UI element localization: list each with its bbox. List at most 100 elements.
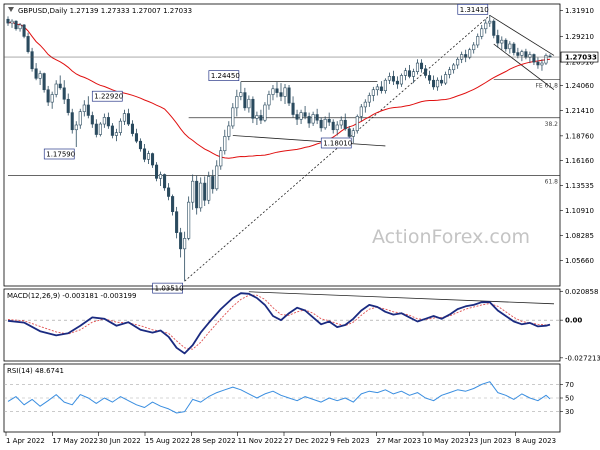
candle-down — [171, 196, 175, 212]
rsi-tick-label: 50 — [565, 395, 574, 403]
candle-down — [26, 36, 30, 52]
trend-support-line — [184, 15, 491, 282]
candle-up — [351, 130, 355, 137]
candle-down — [175, 211, 179, 233]
date-tick-label: 28 Sep 2022 — [191, 437, 235, 445]
candle-up — [323, 118, 327, 129]
peak-label: 1.18010 — [323, 139, 352, 147]
candle-up — [468, 49, 472, 58]
peak-label-box — [208, 70, 240, 81]
candle-up — [476, 36, 480, 46]
candle-down — [46, 89, 50, 103]
candle-up — [118, 120, 122, 133]
candle-down — [62, 87, 66, 100]
candle-down — [142, 148, 147, 160]
candle-up — [187, 201, 191, 239]
candle-up — [444, 74, 448, 84]
candle-up — [98, 123, 102, 135]
candle-down — [295, 114, 299, 120]
candle-down — [110, 125, 114, 136]
date-tick-label: 23 Jun 2023 — [469, 437, 511, 445]
candle-up — [283, 87, 287, 97]
candle-up — [375, 86, 379, 91]
candle-up — [82, 104, 86, 112]
candle-up — [411, 71, 416, 77]
candle-up — [199, 182, 203, 209]
candle-up — [540, 62, 544, 66]
candle-down — [167, 187, 171, 197]
candle-up — [146, 153, 151, 160]
candle-down — [331, 121, 335, 131]
candle-up — [38, 73, 42, 79]
peak-label-box — [320, 137, 352, 149]
candle-up — [355, 116, 359, 132]
candle-down — [66, 98, 70, 113]
pane-collapse-icon — [8, 7, 14, 12]
candle-down — [532, 54, 536, 63]
peak-label: 1.31410 — [460, 6, 489, 14]
price-tick-label: 1.05660 — [565, 257, 594, 265]
candle-down — [536, 61, 540, 66]
peak-label: 1.24450 — [211, 72, 240, 80]
candle-down — [30, 51, 34, 70]
candle-up — [472, 44, 476, 51]
current-price-label: 1.27033 — [565, 54, 597, 62]
candle-down — [203, 182, 207, 201]
date-tick-label: 27 Mar 2023 — [377, 437, 421, 445]
price-tick-label: 1.13535 — [565, 182, 594, 190]
current-price-box — [560, 51, 599, 63]
date-tick-label: 9 Feb 2023 — [330, 437, 369, 445]
candle-up — [54, 83, 58, 95]
candle-down — [279, 92, 283, 97]
date-tick-label: 8 Aug 2023 — [516, 437, 556, 445]
channel-lower-line — [493, 43, 555, 91]
candle-down — [90, 115, 94, 125]
candle-up — [359, 106, 363, 117]
candle-up — [235, 96, 239, 109]
channel-upper-line — [489, 14, 555, 56]
candle-down — [307, 116, 311, 124]
price-tick-label: 1.10910 — [565, 207, 594, 215]
candle-down — [428, 75, 432, 81]
candle-up — [335, 124, 339, 131]
candle-up — [436, 79, 440, 88]
candle-down — [195, 180, 199, 209]
fib-level-label: 38.2 — [545, 121, 559, 128]
macd-trend-line — [248, 291, 555, 305]
price-pane-title: GBPUSD,Daily 1.27139 1.27333 1.27007 1.2… — [18, 7, 192, 15]
candle-down — [287, 87, 291, 104]
candle-up — [500, 39, 504, 44]
date-axis: 1 Apr 2022 17 May 2022 30 Jun 2022 15 Aug 2… — [5, 432, 556, 445]
candle-up — [448, 69, 452, 75]
candle-up — [452, 64, 456, 71]
candle-up — [215, 165, 219, 190]
candle-up — [508, 43, 512, 50]
rsi-line — [7, 381, 551, 414]
price-tick-label: 1.29210 — [565, 33, 594, 41]
candle-up — [263, 104, 267, 121]
price-tick-label: 1.24060 — [565, 82, 594, 90]
price-tick-label: 1.08285 — [565, 232, 594, 240]
candle-down — [179, 232, 183, 250]
peak-label-box — [43, 148, 75, 160]
macd-main-line — [7, 292, 551, 355]
candle-up — [159, 174, 163, 179]
candle-up — [239, 92, 243, 97]
candle-down — [315, 114, 319, 121]
price-tick-label: 1.16160 — [565, 157, 594, 165]
candle-up — [74, 124, 78, 131]
candle-up — [227, 125, 231, 137]
candle-up — [339, 119, 343, 126]
candle-down — [319, 119, 323, 129]
candle-down — [94, 123, 98, 135]
candle-up — [544, 55, 548, 64]
peak-label-box — [91, 90, 123, 102]
candle-down — [379, 86, 383, 91]
macd-pane-frame — [3, 288, 561, 362]
date-tick-label: 10 May 2023 — [423, 437, 469, 445]
date-tick-label: 15 Aug 2022 — [145, 437, 190, 445]
candle-down — [163, 174, 167, 189]
candle-down — [524, 51, 528, 58]
